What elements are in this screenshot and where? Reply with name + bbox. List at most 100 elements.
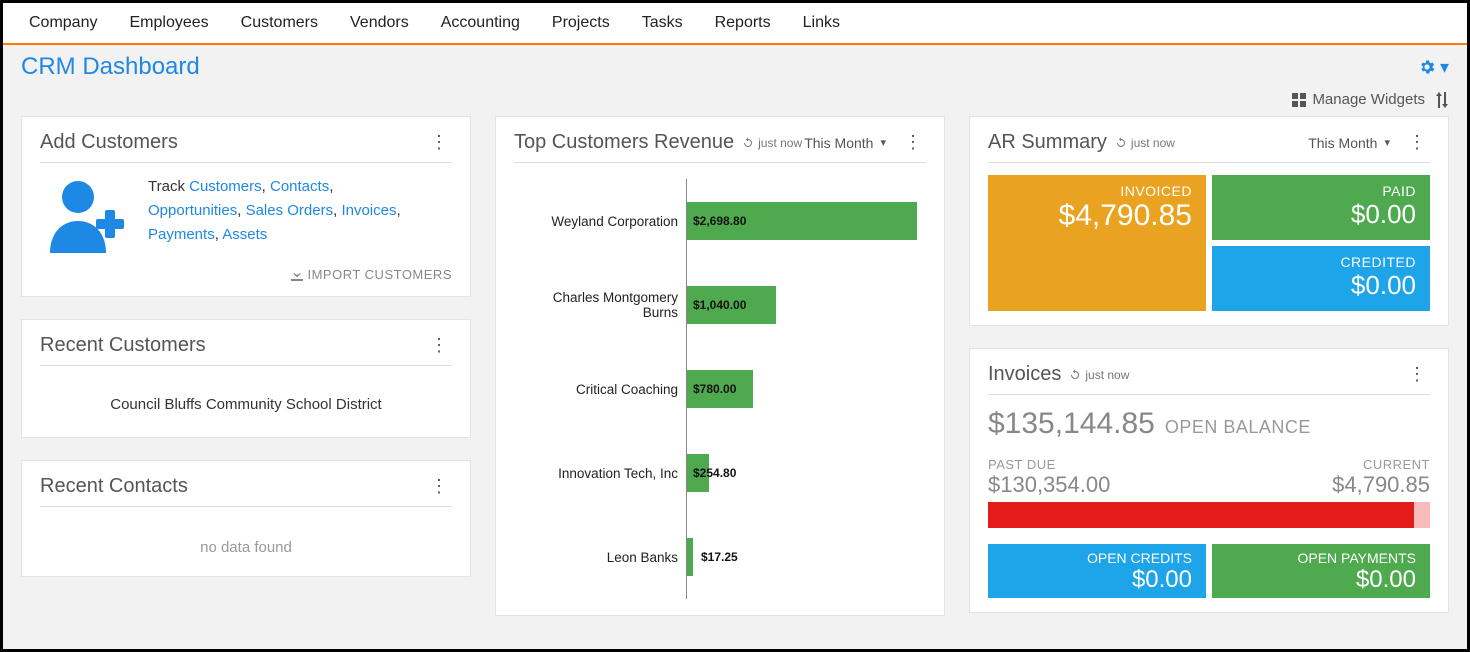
widget-toolbar: Manage Widgets [3, 81, 1467, 116]
chart-track: $2,698.80 [686, 179, 926, 263]
chart-row-label: Leon Banks [514, 550, 686, 565]
ar-paid-value: $0.00 [1226, 199, 1416, 230]
link-customers[interactable]: Customers [189, 178, 262, 195]
open-credits-label: OPEN CREDITS [1002, 550, 1192, 566]
nav-links[interactable]: Links [787, 14, 856, 32]
add-customers-title: Add Customers [40, 131, 178, 154]
invoices-refresh[interactable]: just now [1069, 368, 1129, 382]
link-assets[interactable]: Assets [222, 226, 267, 243]
page-title: CRM Dashboard [21, 53, 200, 81]
nav-accounting[interactable]: Accounting [425, 14, 536, 32]
recent-customer-item[interactable]: Council Bluffs Community School District [40, 378, 452, 423]
chart-row: Critical Coaching$780.00 [514, 347, 926, 431]
nav-tasks[interactable]: Tasks [626, 14, 699, 32]
top-customers-range[interactable]: This Month [804, 135, 886, 151]
chart-row-label: Charles Montgomery Burns [514, 290, 686, 320]
add-customers-text: Track Customers, Contacts, Opportunities… [148, 175, 428, 247]
past-due-bar-past [988, 502, 1414, 528]
ar-summary-refresh[interactable]: just now [1115, 136, 1175, 150]
past-due-bar-current [1414, 502, 1430, 528]
ar-summary-title: AR Summary [988, 131, 1107, 154]
chart-bar[interactable]: $2,698.80 [687, 202, 917, 240]
caret-down-icon: ▾ [1440, 57, 1449, 78]
nav-company[interactable]: Company [13, 14, 113, 32]
ar-tile-paid[interactable]: PAID $0.00 [1212, 175, 1430, 240]
invoices-title: Invoices [988, 363, 1061, 386]
link-invoices[interactable]: Invoices [341, 202, 396, 219]
link-payments[interactable]: Payments [148, 226, 215, 243]
nav-projects[interactable]: Projects [536, 14, 626, 32]
recent-contacts-empty: no data found [40, 519, 452, 562]
invoices-menu[interactable]: ⋮ [1404, 364, 1430, 385]
link-sales-orders[interactable]: Sales Orders [246, 202, 334, 219]
top-customers-menu[interactable]: ⋮ [900, 132, 926, 153]
chart-track: $780.00 [686, 347, 926, 431]
chart-bar-value: $17.25 [693, 550, 738, 564]
link-contacts[interactable]: Contacts [270, 178, 329, 195]
ar-summary-range[interactable]: This Month [1308, 135, 1390, 151]
settings-dropdown[interactable]: ▾ [1418, 57, 1449, 78]
chart-row-label: Weyland Corporation [514, 214, 686, 229]
import-customers-label: IMPORT CUSTOMERS [307, 267, 452, 282]
ar-summary-refresh-label: just now [1131, 136, 1175, 150]
ar-invoiced-label: INVOICED [1002, 183, 1192, 199]
manage-widgets-button[interactable]: Manage Widgets [1292, 91, 1425, 108]
chart-row: Weyland Corporation$2,698.80 [514, 179, 926, 263]
manage-widgets-label: Manage Widgets [1312, 91, 1425, 108]
recent-customers-title: Recent Customers [40, 334, 206, 357]
past-due-bar [988, 502, 1430, 528]
chart-row: Innovation Tech, Inc$254.80 [514, 431, 926, 515]
invoices-card: Invoices just now ⋮ $135,144.85 OPEN BAL… [969, 348, 1449, 613]
recent-contacts-menu[interactable]: ⋮ [426, 476, 452, 497]
recent-customers-card: Recent Customers ⋮ Council Bluffs Commun… [21, 319, 471, 438]
chart-row: Charles Montgomery Burns$1,040.00 [514, 263, 926, 347]
chart-row-label: Critical Coaching [514, 382, 686, 397]
import-customers-button[interactable]: IMPORT CUSTOMERS [40, 267, 452, 282]
current-label: CURRENT [1332, 457, 1430, 472]
sort-icon [1435, 92, 1449, 108]
link-opportunities[interactable]: Opportunities [148, 202, 237, 219]
chart-row-label: Innovation Tech, Inc [514, 466, 686, 481]
ar-paid-label: PAID [1226, 183, 1416, 199]
top-customers-refresh-label: just now [758, 136, 802, 150]
ar-tile-credited[interactable]: CREDITED $0.00 [1212, 246, 1430, 311]
refresh-icon [742, 137, 754, 149]
sort-widgets-button[interactable] [1435, 92, 1449, 108]
chart-bar[interactable]: $1,040.00 [687, 286, 776, 324]
open-balance-amount: $135,144.85 [988, 407, 1155, 441]
top-customers-refresh[interactable]: just now [742, 136, 802, 150]
refresh-icon [1069, 369, 1081, 381]
top-customers-title: Top Customers Revenue [514, 131, 734, 154]
nav-customers[interactable]: Customers [225, 14, 334, 32]
track-lead: Track [148, 178, 189, 195]
nav-employees[interactable]: Employees [113, 14, 224, 32]
chart-track: $254.80 [686, 431, 926, 515]
add-customers-card: Add Customers ⋮ Track Customers, Contact… [21, 116, 471, 297]
chart-row: Leon Banks $17.25 [514, 515, 926, 599]
ar-summary-menu[interactable]: ⋮ [1404, 132, 1430, 153]
open-balance-label: OPEN BALANCE [1165, 417, 1311, 438]
recent-customers-menu[interactable]: ⋮ [426, 335, 452, 356]
open-credits-value: $0.00 [1002, 566, 1192, 594]
ar-invoiced-value: $4,790.85 [1002, 199, 1192, 233]
chart-bar[interactable]: $780.00 [687, 370, 753, 408]
open-payments-tile[interactable]: OPEN PAYMENTS $0.00 [1212, 544, 1430, 598]
refresh-icon [1115, 137, 1127, 149]
past-due-label: PAST DUE [988, 457, 1110, 472]
gear-icon [1418, 58, 1436, 76]
chart-bar[interactable]: $254.80 [687, 454, 709, 492]
download-icon [291, 269, 303, 281]
ar-credited-value: $0.00 [1226, 270, 1416, 301]
open-payments-value: $0.00 [1226, 566, 1416, 594]
top-customers-card: Top Customers Revenue just now This Mont… [495, 116, 945, 616]
ar-summary-card: AR Summary just now This Month ⋮ INVOICE… [969, 116, 1449, 326]
past-due-amount: $130,354.00 [988, 472, 1110, 498]
open-credits-tile[interactable]: OPEN CREDITS $0.00 [988, 544, 1206, 598]
ar-tile-invoiced[interactable]: INVOICED $4,790.85 [988, 175, 1206, 311]
chart-track: $17.25 [686, 515, 926, 599]
nav-reports[interactable]: Reports [699, 14, 787, 32]
add-customers-menu[interactable]: ⋮ [426, 132, 452, 153]
invoices-refresh-label: just now [1085, 368, 1129, 382]
open-payments-label: OPEN PAYMENTS [1226, 550, 1416, 566]
nav-vendors[interactable]: Vendors [334, 14, 425, 32]
